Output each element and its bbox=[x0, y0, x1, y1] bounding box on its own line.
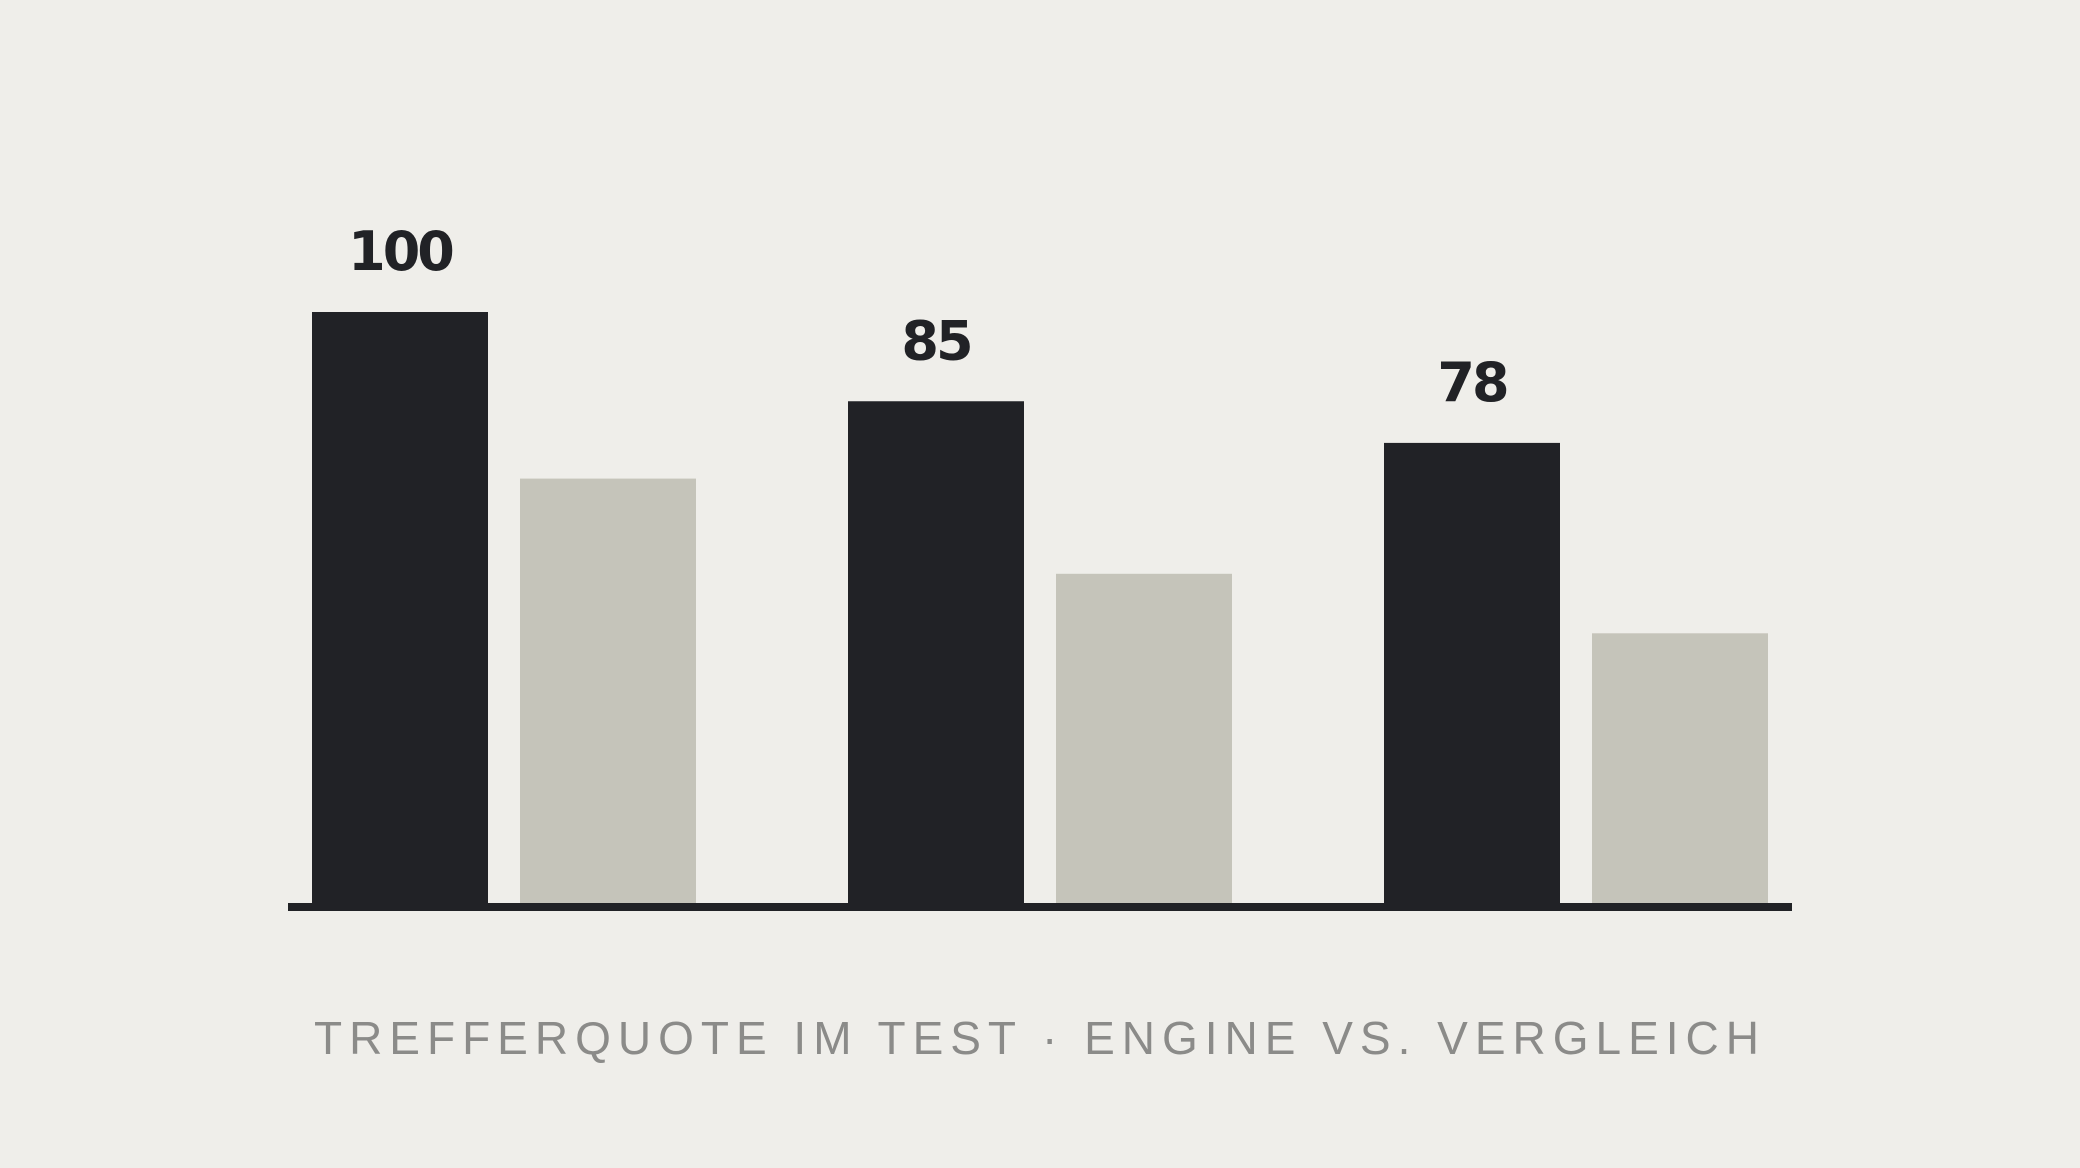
bar-series2-group1 bbox=[520, 478, 696, 907]
bar-series1-group2 bbox=[848, 401, 1024, 907]
value-label-group2: 85 bbox=[901, 309, 970, 372]
value-labels-group: 100 85 78 bbox=[348, 220, 1510, 414]
bar-series2-group3 bbox=[1592, 633, 1768, 907]
bar-series1-group3 bbox=[1384, 442, 1560, 907]
value-label-group3: 78 bbox=[1437, 351, 1507, 414]
bar-series1-group1 bbox=[312, 312, 488, 907]
value-label-group1: 100 bbox=[348, 220, 452, 283]
bars-group bbox=[312, 312, 1768, 907]
chart-caption: TREFFERQUOTE IM TEST · ENGINE VS. VERGLE… bbox=[314, 1012, 1766, 1064]
bar-series2-group2 bbox=[1056, 573, 1232, 907]
